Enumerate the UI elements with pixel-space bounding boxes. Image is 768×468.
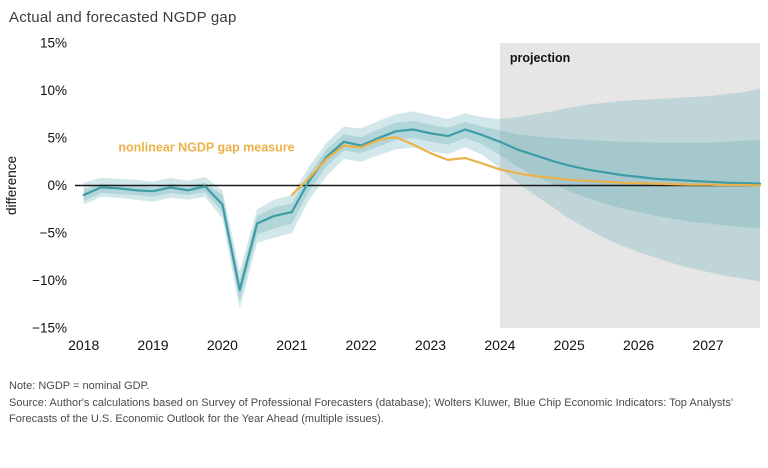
series-line-1	[290, 135, 762, 197]
chart-title: Actual and forecasted NGDP gap	[9, 9, 237, 26]
y-tick-label: −5%	[40, 226, 67, 241]
x-tick-label: 2018	[68, 337, 99, 353]
x-tick-label: 2023	[415, 337, 446, 353]
x-tick-label: 2019	[137, 337, 168, 353]
footnotes: Note: NGDP = nominal GDP. Source: Author…	[0, 368, 761, 428]
x-tick-label: 2026	[623, 337, 654, 353]
x-tick-label: 2025	[554, 337, 585, 353]
x-tick-label: 2024	[484, 337, 515, 353]
y-tick-label: −15%	[32, 321, 67, 336]
x-tick-label: 2027	[692, 337, 723, 353]
y-axis-label: difference	[4, 156, 19, 215]
y-tick-label: 10%	[40, 83, 67, 98]
confidence-band-inner	[83, 120, 760, 302]
x-tick-label: 2020	[207, 337, 238, 353]
y-tick-label: 0%	[47, 178, 67, 193]
y-tick-label: −10%	[32, 273, 67, 288]
x-tick-label: 2022	[346, 337, 377, 353]
confidence-band-outer	[83, 88, 760, 309]
nonlinear-series-annotation: nonlinear NGDP gap measure	[118, 140, 294, 154]
note-text: Note: NGDP = nominal GDP.	[9, 380, 150, 392]
ngdp-gap-chart: projection nonlinear NGDP gap measure 15% 1…	[4, 36, 762, 353]
projection-label: projection	[510, 51, 570, 65]
source-text: Source: Author's calculations based on S…	[9, 396, 734, 426]
x-tick-label: 2021	[276, 337, 307, 353]
series-line-0	[82, 128, 762, 292]
y-tick-label: 15%	[40, 36, 67, 51]
y-tick-label: 5%	[47, 131, 67, 146]
